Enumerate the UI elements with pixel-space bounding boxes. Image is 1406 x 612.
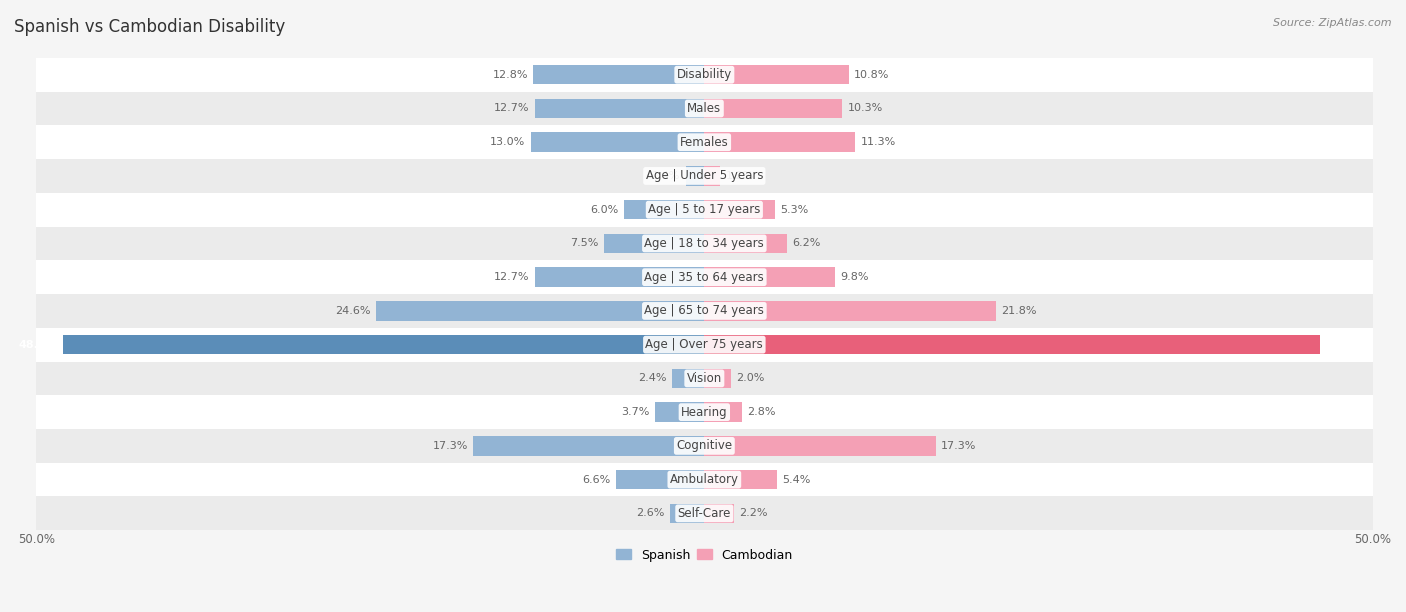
Bar — [605, 234, 704, 253]
Bar — [37, 362, 1372, 395]
Text: 48.0%: 48.0% — [18, 340, 58, 349]
Bar — [37, 193, 1372, 226]
Bar — [37, 328, 1372, 362]
Text: Age | Under 5 years: Age | Under 5 years — [645, 170, 763, 182]
Bar — [37, 463, 1372, 496]
Bar — [37, 226, 1372, 260]
Text: Males: Males — [688, 102, 721, 115]
Bar — [704, 200, 775, 220]
Bar — [704, 368, 731, 388]
Text: 2.6%: 2.6% — [636, 509, 664, 518]
Bar — [534, 99, 704, 118]
Text: 46.1%: 46.1% — [1326, 340, 1365, 349]
Bar — [704, 470, 776, 490]
Text: 2.4%: 2.4% — [638, 373, 666, 383]
Text: 10.3%: 10.3% — [848, 103, 883, 113]
Text: 9.8%: 9.8% — [841, 272, 869, 282]
Bar — [616, 470, 704, 490]
Text: Cognitive: Cognitive — [676, 439, 733, 452]
Bar — [704, 301, 995, 321]
Text: 6.6%: 6.6% — [582, 475, 610, 485]
Text: 3.7%: 3.7% — [621, 407, 650, 417]
Bar — [704, 335, 1320, 354]
Bar — [534, 267, 704, 287]
Text: 6.2%: 6.2% — [793, 239, 821, 248]
Text: Disability: Disability — [676, 68, 733, 81]
Bar — [474, 436, 704, 456]
Text: Self-Care: Self-Care — [678, 507, 731, 520]
Bar — [37, 429, 1372, 463]
Bar — [624, 200, 704, 220]
Text: Hearing: Hearing — [681, 406, 728, 419]
Bar — [669, 504, 704, 523]
Text: 5.3%: 5.3% — [780, 204, 808, 215]
Bar — [704, 166, 720, 185]
Text: 21.8%: 21.8% — [1001, 306, 1036, 316]
Text: Females: Females — [681, 136, 728, 149]
Text: 17.3%: 17.3% — [433, 441, 468, 451]
Bar — [533, 65, 704, 84]
Bar — [530, 132, 704, 152]
Text: Ambulatory: Ambulatory — [669, 473, 738, 486]
Text: Source: ZipAtlas.com: Source: ZipAtlas.com — [1274, 18, 1392, 28]
Text: 12.7%: 12.7% — [494, 272, 529, 282]
Legend: Spanish, Cambodian: Spanish, Cambodian — [612, 543, 797, 567]
Bar — [704, 504, 734, 523]
Bar — [704, 234, 787, 253]
Text: 13.0%: 13.0% — [491, 137, 526, 147]
Text: Age | 18 to 34 years: Age | 18 to 34 years — [644, 237, 765, 250]
Bar — [704, 132, 855, 152]
Bar — [37, 294, 1372, 328]
Text: 12.8%: 12.8% — [492, 70, 527, 80]
Text: 1.2%: 1.2% — [725, 171, 754, 181]
Bar — [672, 368, 704, 388]
Text: 2.0%: 2.0% — [737, 373, 765, 383]
Bar — [704, 436, 935, 456]
Text: Age | 35 to 64 years: Age | 35 to 64 years — [644, 271, 765, 284]
Bar — [37, 58, 1372, 92]
Text: Age | 5 to 17 years: Age | 5 to 17 years — [648, 203, 761, 216]
Bar — [63, 335, 704, 354]
Bar — [375, 301, 704, 321]
Bar — [704, 65, 849, 84]
Bar — [704, 402, 742, 422]
Bar — [37, 159, 1372, 193]
Text: Spanish vs Cambodian Disability: Spanish vs Cambodian Disability — [14, 18, 285, 36]
Bar — [37, 92, 1372, 125]
Bar — [704, 99, 842, 118]
Bar — [37, 260, 1372, 294]
Text: 2.2%: 2.2% — [740, 509, 768, 518]
Text: Vision: Vision — [686, 372, 721, 385]
Bar — [37, 395, 1372, 429]
Bar — [37, 496, 1372, 530]
Text: 7.5%: 7.5% — [571, 239, 599, 248]
Text: 24.6%: 24.6% — [335, 306, 370, 316]
Text: 1.4%: 1.4% — [652, 171, 681, 181]
Text: 12.7%: 12.7% — [494, 103, 529, 113]
Bar — [655, 402, 704, 422]
Bar — [37, 125, 1372, 159]
Text: 11.3%: 11.3% — [860, 137, 896, 147]
Text: 5.4%: 5.4% — [782, 475, 810, 485]
Bar — [686, 166, 704, 185]
Text: 17.3%: 17.3% — [941, 441, 976, 451]
Bar — [704, 267, 835, 287]
Text: 10.8%: 10.8% — [853, 70, 890, 80]
Text: Age | Over 75 years: Age | Over 75 years — [645, 338, 763, 351]
Text: 6.0%: 6.0% — [591, 204, 619, 215]
Text: 2.8%: 2.8% — [747, 407, 776, 417]
Text: Age | 65 to 74 years: Age | 65 to 74 years — [644, 304, 765, 318]
